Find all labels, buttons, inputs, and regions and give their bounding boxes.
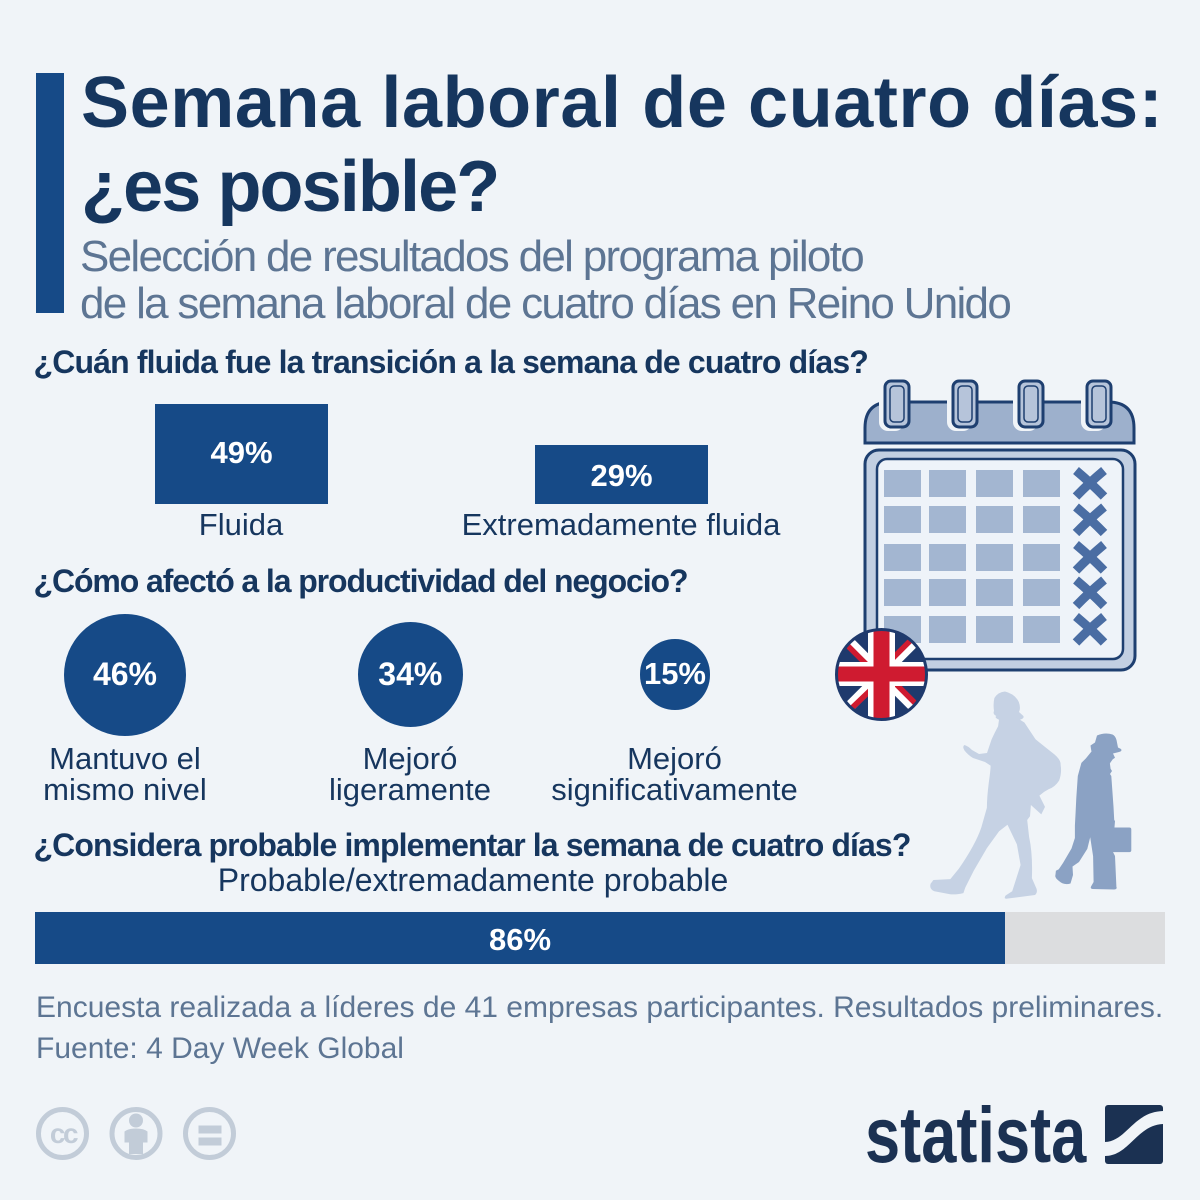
svg-text:cc: cc: [50, 1118, 78, 1149]
